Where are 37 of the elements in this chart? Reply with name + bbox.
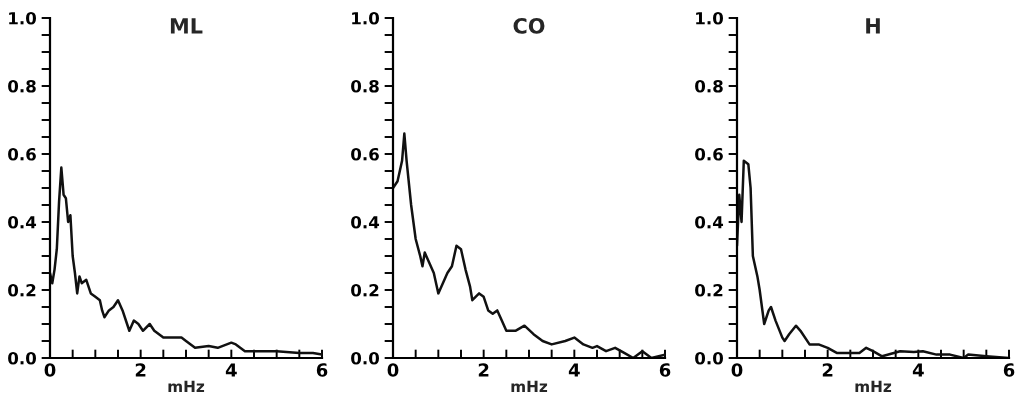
x-tick-label: 6 xyxy=(659,363,671,377)
x-tick-label: 4 xyxy=(568,363,580,377)
x-tick-label: 6 xyxy=(1003,363,1015,377)
x-tick-label: 2 xyxy=(478,363,489,377)
y-tick-label: 0.0 xyxy=(8,351,37,365)
chart-title: H xyxy=(866,18,880,34)
y-tick-label: 0.6 xyxy=(695,147,723,161)
x-tick-label: 4 xyxy=(225,363,237,377)
x-axis-title: mHz xyxy=(855,380,892,392)
y-tick-label: 1.0 xyxy=(9,11,37,25)
y-tick-label: 0.6 xyxy=(351,147,379,161)
line-series xyxy=(50,166,322,356)
x-tick-label: 2 xyxy=(135,363,146,377)
y-tick-label: 0.2 xyxy=(695,283,723,297)
y-tick-label: 0.8 xyxy=(351,79,379,93)
y-tick-label: 1.0 xyxy=(352,11,380,25)
x-tick-label: 4 xyxy=(912,363,924,377)
x-tick-label: 0 xyxy=(387,363,399,377)
y-tick-label: 0.8 xyxy=(8,79,36,93)
y-tick-label: 0.4 xyxy=(8,215,37,229)
y-tick-label: 0.4 xyxy=(695,215,724,229)
x-tick-label: 0 xyxy=(44,363,56,377)
y-tick-label: 0.4 xyxy=(351,215,380,229)
y-tick-label: 1.0 xyxy=(696,11,724,25)
x-axis-title: mHz xyxy=(168,380,205,392)
chart-title: CO xyxy=(513,18,545,34)
y-tick-label: 0.0 xyxy=(695,351,724,365)
y-tick-label: 0.2 xyxy=(8,283,36,297)
y-tick-label: 0.2 xyxy=(351,283,379,297)
x-tick-label: 0 xyxy=(731,363,743,377)
y-tick-label: 0.6 xyxy=(8,147,36,161)
x-tick-label: 2 xyxy=(822,363,833,377)
x-tick-label: 6 xyxy=(316,363,328,377)
y-tick-label: 0.8 xyxy=(695,79,723,93)
x-axis-title: mHz xyxy=(511,380,548,392)
y-tick-label: 0.0 xyxy=(351,351,380,365)
chart-title: ML xyxy=(170,18,203,34)
